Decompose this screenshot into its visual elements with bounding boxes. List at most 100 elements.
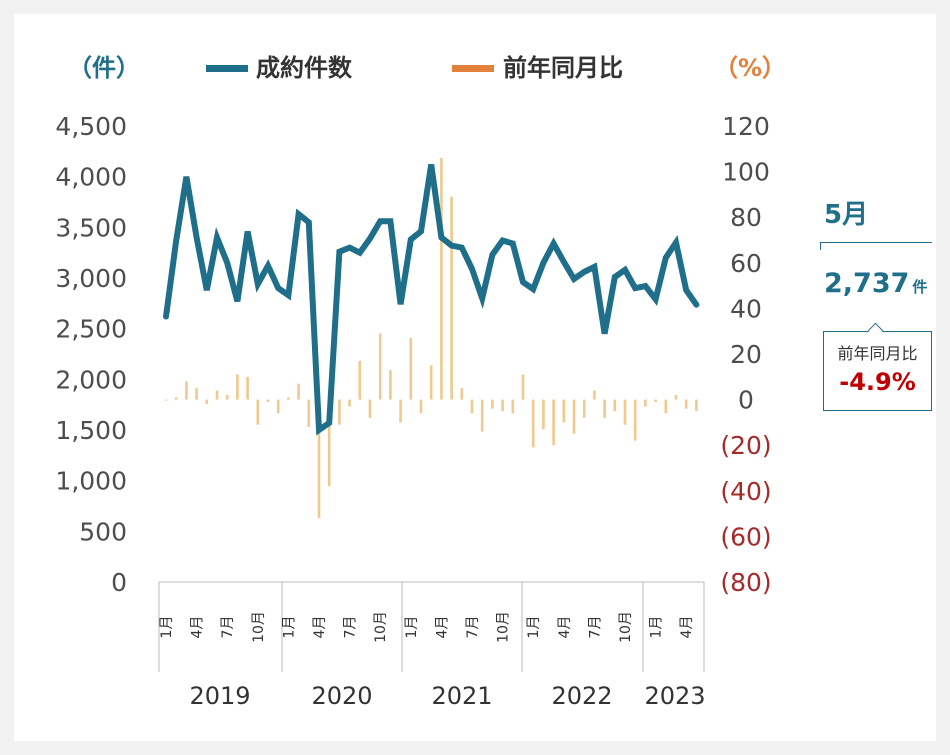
right-tick-label: 60	[730, 249, 762, 278]
yoy-bar	[297, 383, 300, 400]
series1-line	[163, 164, 700, 436]
yoy-bar	[695, 399, 698, 411]
yoy-bar	[287, 397, 290, 400]
yoy-bar	[215, 390, 219, 400]
right-tick-label: 40	[730, 294, 762, 323]
month-label: 4月	[434, 616, 450, 639]
yoy-bar	[164, 399, 168, 401]
yoy-bar	[185, 381, 188, 400]
callout-divider	[820, 242, 932, 243]
year-labels: 2019 2020 2021 2022 2023	[189, 682, 705, 710]
right-tick-label: 80	[730, 203, 762, 232]
yoy-bar	[450, 196, 453, 400]
left-tick-label: 3,500	[55, 213, 127, 242]
yoy-bar	[501, 399, 504, 411]
month-label: 10月	[496, 611, 512, 643]
yoy-bar	[623, 399, 627, 425]
left-tick-label: 3,000	[55, 264, 127, 293]
yoy-bar	[358, 360, 362, 400]
x-axis-frame	[158, 581, 705, 672]
latest-callout: 5月 2,737 件 前年同月比 -4.9%	[820, 194, 935, 414]
right-axis-unit: （%）	[714, 54, 786, 82]
callout-value-row: 2,737 件	[824, 268, 927, 299]
callout-yoy-label: 前年同月比	[837, 344, 918, 363]
month-label: 7月	[343, 616, 359, 639]
left-tick-label: 2,000	[55, 365, 127, 394]
yoy-bar	[236, 374, 239, 400]
left-tick-label: 0	[111, 568, 127, 597]
legend-series1-label: 成約件数	[256, 54, 353, 82]
year-label: 2023	[644, 682, 705, 710]
month-label: 10月	[251, 611, 267, 643]
year-label: 2021	[431, 682, 492, 710]
yoy-bar	[593, 390, 596, 400]
month-label: 1月	[159, 616, 175, 639]
yoy-bar	[276, 399, 280, 414]
year-label: 2020	[311, 682, 372, 710]
month-label: 7月	[465, 616, 481, 639]
year-label: 2022	[551, 682, 612, 710]
month-label: 1月	[526, 616, 542, 639]
month-labels: 1月 4月 7月 10月 1月 4月 7月 10月 1月 4月 7月 10月 1月 4月 7月 10月 1月 4月	[159, 611, 695, 643]
yoy-bar	[205, 399, 209, 405]
yoy-bar	[480, 399, 484, 432]
yoy-bar	[674, 395, 678, 400]
yoy-bar	[582, 399, 586, 418]
yoy-bar	[174, 397, 178, 400]
yoy-bar	[378, 333, 382, 400]
legend-series1-swatch	[206, 65, 248, 72]
left-tick-label: 1,500	[55, 416, 127, 445]
month-label: 1月	[404, 616, 420, 639]
yoy-bar	[470, 399, 474, 414]
month-label: 10月	[373, 611, 389, 643]
yoy-bar	[542, 399, 545, 430]
yoy-bar	[654, 399, 657, 402]
right-axis: (80) (60) (40) (20) 0 20 40 60 80 100 120	[720, 112, 771, 597]
yoy-bar	[613, 399, 617, 411]
yoy-bar	[521, 374, 525, 400]
yoy-bar	[307, 399, 311, 427]
left-axis-unit: （件）	[68, 54, 140, 82]
callout-month: 5月	[824, 200, 869, 230]
month-label: 1月	[649, 616, 665, 639]
yoy-bar	[368, 399, 372, 418]
callout-divider-tick	[820, 242, 821, 250]
yoy-bar	[511, 399, 515, 414]
right-tick-label: 100	[722, 158, 770, 187]
callout-unit: 件	[912, 278, 928, 296]
right-tick-label: 0	[738, 386, 754, 415]
yoy-bar	[664, 399, 668, 414]
yoy-bar	[389, 369, 392, 400]
left-tick-label: 500	[79, 517, 127, 546]
right-tick-label: (40)	[720, 477, 771, 506]
yoy-bar	[225, 395, 229, 400]
month-label: 10月	[618, 611, 634, 643]
year-label: 2019	[189, 682, 250, 710]
yoy-bar	[399, 399, 402, 423]
month-label: 4月	[679, 616, 695, 639]
left-tick-label: 4,000	[55, 163, 127, 192]
yoy-bar	[460, 388, 464, 400]
right-tick-label: (80)	[720, 568, 771, 597]
callout-value: 2,737	[824, 268, 910, 299]
yoy-bar	[552, 399, 555, 446]
yoy-bar	[348, 399, 351, 407]
yoy-bar	[195, 388, 198, 400]
month-label: 7月	[587, 616, 603, 639]
yoy-bar	[562, 399, 566, 423]
left-tick-label: 2,500	[55, 315, 127, 344]
yoy-bar	[429, 365, 433, 400]
right-tick-label: 120	[722, 112, 770, 141]
yoy-bar	[327, 399, 331, 487]
month-label: 4月	[557, 616, 573, 639]
month-label: 1月	[281, 616, 297, 639]
yoy-bar	[644, 399, 647, 407]
right-tick-label: 20	[730, 340, 762, 369]
chart-card: （件） 成約件数 前年同月比 （%） 0 500 1,000 1,500 2,000 2,…	[14, 14, 936, 741]
yoy-bar	[256, 399, 260, 425]
month-label: 4月	[190, 616, 206, 639]
yoy-bar	[409, 338, 413, 400]
right-tick-label: (20)	[720, 431, 771, 460]
chart-svg: （件） 成約件数 前年同月比 （%） 0 500 1,000 1,500 2,000 2,…	[55, 54, 786, 710]
callout-yoy-box: 前年同月比 -4.9%	[823, 331, 932, 411]
